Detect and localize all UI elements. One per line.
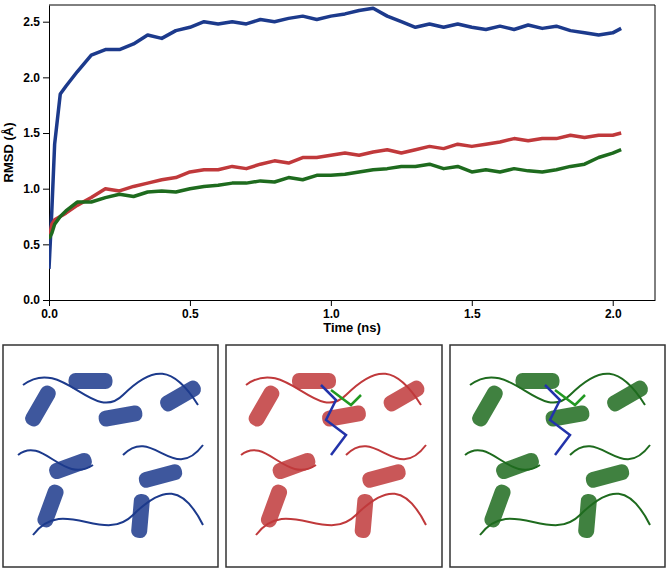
frame [655,5,656,300]
loop [246,374,421,405]
loop [346,445,426,459]
y-axis: 0.0 0.5 1.0 1.5 2.0 2.5 [23,6,49,308]
helix [271,451,318,481]
y-tick: 0.5 [23,238,49,252]
x-tick-mark [472,300,473,306]
x-tick-label: 2.0 [605,307,622,321]
structure-panel [3,345,218,567]
series-group [49,8,621,268]
y-tick: 1.5 [23,126,49,140]
loop [123,445,203,459]
ligand [555,390,585,405]
loop [33,494,203,535]
helix [361,463,408,490]
loop [480,494,650,535]
loop [23,374,198,405]
y-tick-label: 1.0 [23,182,40,196]
loop [470,374,645,405]
structure-panel [450,345,665,567]
x-tick: 0.5 [182,300,199,321]
y-tick-mark [43,189,49,190]
plot: 0.0 0.5 1.0 1.5 2.0 0.0 0.5 1.0 1.5 2.0 2.5 [23,5,655,321]
helix [69,373,113,389]
ligand [321,385,346,455]
loop [570,445,650,459]
y-tick-mark [43,133,49,134]
x-tick: 0.0 [41,300,58,321]
helix [47,451,94,481]
helix [137,463,184,490]
y-tick: 0.0 [23,293,49,307]
structure-panel [226,345,442,567]
x-tick-label: 1.0 [323,307,340,321]
y-tick-label: 1.5 [23,126,40,140]
x-tick-mark [49,300,50,306]
helix [292,373,336,389]
panel-frame [3,345,218,567]
x-axis-title: Time (ns) [323,320,381,335]
panel-frame [226,345,442,567]
helix [131,493,151,538]
x-tick: 2.0 [605,300,622,321]
frame [49,5,655,6]
structure-panels [3,345,665,567]
y-tick: 2.5 [23,15,49,29]
helix [516,373,560,389]
loop [256,494,426,535]
series-line [49,133,621,239]
helix [23,383,59,429]
panel-frame [450,345,665,567]
y-tick-label: 0.0 [23,293,40,307]
helix [584,463,631,490]
helix [470,383,506,429]
y-tick-mark [43,244,49,245]
x-tick-label: 1.5 [464,307,481,321]
helix [482,483,512,530]
ligand [331,390,361,405]
helix [259,483,289,530]
chart: 0.0 0.5 1.0 1.5 2.0 0.0 0.5 1.0 1.5 2.0 2.5 Time (n… [0,0,669,570]
x-tick: 1.5 [464,300,481,321]
y-tick-mark [43,77,49,78]
y-tick: 1.0 [23,182,49,196]
helix [494,451,541,481]
series-line [49,150,621,239]
x-tick-label: 0.5 [182,307,199,321]
x-axis: 0.0 0.5 1.0 1.5 2.0 [41,300,655,321]
y-tick: 2.0 [23,71,49,85]
helix [35,483,65,530]
x-axis-line [50,300,656,301]
helix [578,493,598,538]
loop [241,450,316,470]
x-tick-mark [613,300,614,306]
y-tick-mark [43,22,49,23]
loop [465,450,540,470]
y-tick-label: 2.5 [23,15,40,29]
helix [97,404,143,427]
x-tick: 1.0 [323,300,340,321]
helix [246,383,282,429]
x-tick-mark [190,300,191,306]
y-tick-label: 2.0 [23,71,40,85]
helix [354,493,374,538]
x-tick-mark [331,300,332,306]
y-tick-label: 0.5 [23,238,40,252]
y-axis-title: RMSD (Å) [1,123,16,183]
ligand [545,385,570,455]
x-tick-label: 0.0 [41,307,58,321]
y-tick-mark [43,300,49,301]
series-line [49,8,621,268]
loop [18,450,93,470]
